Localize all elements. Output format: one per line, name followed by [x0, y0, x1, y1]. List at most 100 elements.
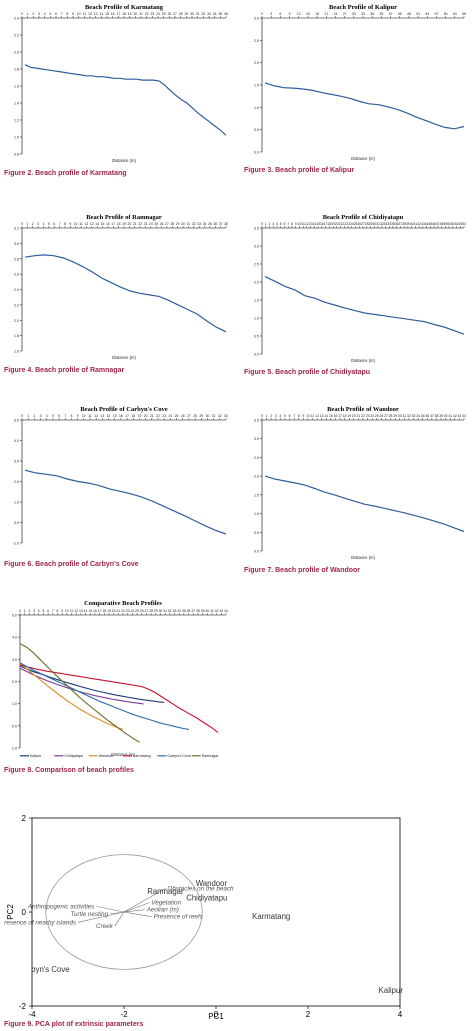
x-tick-label: 51 [451, 222, 455, 226]
x-tick-label: 43 [421, 222, 425, 226]
x-tick-label: 31 [402, 414, 406, 418]
x-tick-label: 25 [175, 414, 179, 418]
x-tick-label: 1 [266, 414, 268, 418]
y-tick-label: 0.5 [254, 128, 259, 132]
figure-7-panel: Beach Profile of Wandoor 0.0 0.5 1.0 1.5 2.0 2… [244, 404, 470, 564]
x-tick-label: 6 [58, 414, 60, 418]
x-tick-label: 30 [181, 222, 185, 226]
x-tick-label: 2 [33, 414, 35, 418]
y-tick-label: -1.0 [11, 747, 17, 751]
site-label: byn's Cove [31, 965, 69, 974]
figure-2-panel: Beach Profile of Karmatang 0.8 1.0 1.2 1.4 1.… [4, 2, 232, 167]
figure-4-caption: Figure 4. Beach profile of Ramnagar [4, 367, 125, 374]
x-tick-label: 35 [421, 414, 425, 418]
x-tick-label: 31 [212, 414, 216, 418]
x-tick-label: 26 [181, 414, 185, 418]
x-tick-label: 29 [393, 414, 397, 418]
loading-label: Obstacles on the beach [167, 886, 234, 893]
x-tick-label: 24 [156, 12, 160, 16]
figure-2-caption: Figure 2. Beach profile of Karmatang [4, 170, 127, 177]
x-tick-label: 28 [193, 414, 197, 418]
site-label: Chidiyatapu [186, 894, 227, 903]
x-tick-label: 21 [133, 222, 137, 226]
x-tick-label: 6 [55, 12, 57, 16]
site-label: Wandoor [196, 879, 228, 888]
x-tick-label: 5 [284, 414, 286, 418]
x-tick-label: 13 [320, 414, 324, 418]
series-line-profile [264, 475, 465, 533]
x-tick-label: 31 [163, 609, 167, 613]
x-tick-label: 33 [224, 414, 228, 418]
x-tick-label: 16 [334, 414, 338, 418]
figure-4-panel: Beach Profile of Ramnagar 1.6 1.8 2.0 2.2 2.4… [4, 212, 232, 364]
loading-vector [123, 911, 152, 917]
series-line-carbyn-s-cove [19, 662, 189, 730]
x-tick-label: 0 [21, 414, 23, 418]
y-tick-label: 1.8 [14, 68, 19, 72]
x-tick-label: 19 [138, 414, 142, 418]
x-tick-label: 41 [448, 414, 452, 418]
x-tick-label: 0 [21, 12, 23, 16]
y-tick-label: 4.0 [12, 636, 17, 640]
x-tick-label: 40 [205, 609, 209, 613]
series-line-profile [264, 82, 465, 130]
x-tick-label: 66 [462, 12, 466, 16]
x-tick-label: 39 [439, 414, 443, 418]
x-tick-label: 25 [354, 222, 358, 226]
y-tick-label: 2.5 [254, 263, 259, 267]
x-tick-label: 8 [71, 414, 73, 418]
x-tick-label: 44 [224, 609, 228, 613]
x-axis-title: Distance (m) [112, 355, 136, 360]
chart-title: Beach Profile of Karmatang [85, 4, 164, 11]
x-tick-label: 18 [343, 414, 347, 418]
x-tick-label: 22 [156, 414, 160, 418]
x-tick-label: 6 [279, 12, 281, 16]
x-tick-label: 20 [352, 414, 356, 418]
x-tick-label: 21 [339, 222, 343, 226]
x-tick-label: 23 [346, 222, 350, 226]
x-tick-label: 32 [407, 414, 411, 418]
x-tick-label: 7 [52, 609, 54, 613]
x-tick-label: 26 [167, 12, 171, 16]
x-tick-label: 17 [98, 609, 102, 613]
y-tick-label: 0 [22, 908, 27, 917]
loading-vector [114, 911, 125, 927]
x-tick-label: 2 [32, 12, 34, 16]
x-tick-label: 11 [311, 414, 315, 418]
x-tick-label: 33 [361, 12, 365, 16]
x-tick-label: 33 [412, 414, 416, 418]
figure-3-panel: Beach Profile of Kalipur 0.0 0.5 1.0 1.5 2.0 2… [244, 2, 470, 165]
x-tick-label: 18 [327, 222, 331, 226]
y-tick-label: 1.5 [254, 84, 259, 88]
x-tick-label: 6 [53, 222, 55, 226]
x-tick-label: -4 [28, 1010, 36, 1019]
y-tick-label: 1.8 [14, 334, 19, 338]
x-tick-label: 20 [127, 222, 131, 226]
series-line-karmatang [19, 664, 219, 733]
legend-label: Kalipur [30, 754, 42, 758]
y-tick-label: 2.6 [14, 273, 19, 277]
x-tick-label: 25 [162, 12, 166, 16]
x-tick-label: 2 [270, 414, 272, 418]
x-tick-label: 10 [306, 414, 310, 418]
y-tick-label: 2.0 [254, 61, 259, 65]
y-tick-label: 3.0 [12, 658, 17, 662]
x-tick-label: 26 [140, 609, 144, 613]
x-tick-label: 41 [210, 609, 214, 613]
x-tick-label: 34 [387, 222, 391, 226]
y-tick-label: 2.0 [254, 281, 259, 285]
x-tick-label: 6 [283, 222, 285, 226]
x-tick-label: 1 [24, 609, 26, 613]
x-tick-label: 4 [44, 12, 46, 16]
x-tick-label: 25 [154, 222, 158, 226]
x-tick-label: 15 [113, 414, 117, 418]
y-tick-label: -2 [19, 1002, 27, 1011]
x-tick-label: 35 [182, 609, 186, 613]
x-tick-label: 15 [101, 222, 105, 226]
x-tick-label: 19 [122, 222, 126, 226]
x-tick-label: 7 [293, 414, 295, 418]
x-tick-label: 20 [144, 414, 148, 418]
loading-vector [123, 902, 150, 913]
x-tick-label: 11 [79, 222, 83, 226]
x-tick-label: 32 [168, 609, 172, 613]
